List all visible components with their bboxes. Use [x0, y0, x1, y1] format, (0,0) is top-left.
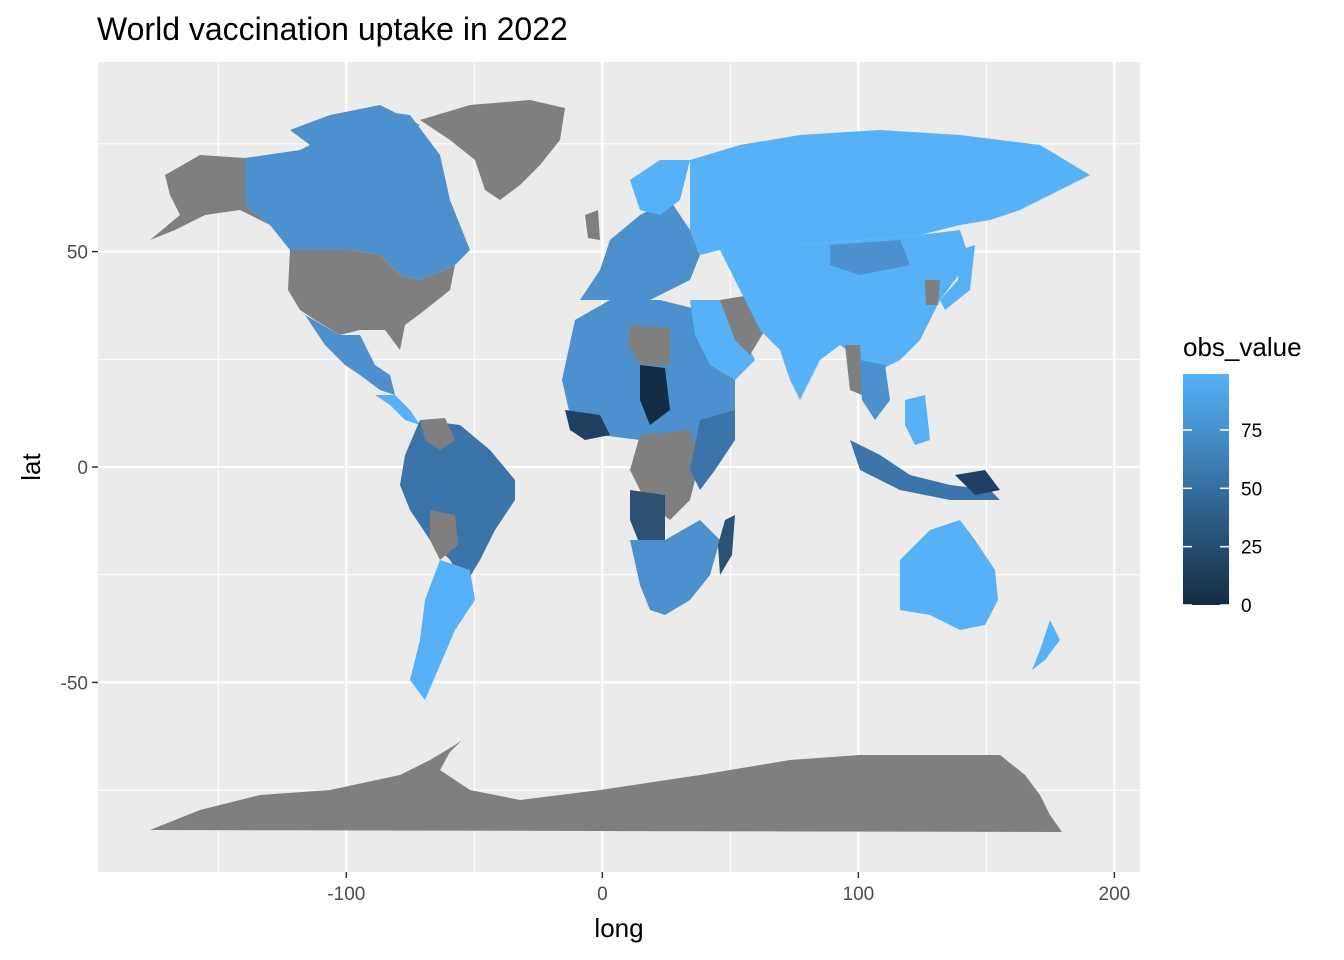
legend-ticks: 0 25 50 75 [1183, 421, 1262, 617]
legend-tick-label: 75 [1241, 421, 1262, 442]
region-sahel-dark [640, 365, 670, 425]
region-alaska [150, 155, 270, 240]
region-australia [900, 520, 998, 630]
x-tick-label: 200 [1099, 884, 1131, 905]
region-uk [585, 210, 600, 240]
region-angola [630, 490, 665, 545]
region-mexico [305, 315, 395, 395]
region-west-africa-dark [565, 410, 610, 440]
region-scandinavia [630, 160, 690, 215]
region-madagascar [718, 515, 735, 575]
region-indonesia [850, 440, 1000, 500]
y-tick-label: -50 [61, 673, 88, 694]
legend-title: obs_value [1183, 332, 1302, 362]
region-east-africa [690, 410, 735, 490]
region-russia [690, 130, 1090, 255]
region-canada [245, 110, 470, 280]
region-canada-islands [290, 105, 420, 145]
region-libya [628, 325, 670, 365]
region-middle-east [690, 300, 755, 380]
region-japan [940, 245, 975, 310]
region-antarctica [150, 740, 1062, 832]
region-central-america [375, 395, 420, 425]
region-argentina-chile [410, 560, 475, 700]
region-bolivia [430, 510, 458, 560]
chart-title: World vaccination uptake in 2022 [97, 11, 568, 47]
y-tick-label: 50 [67, 243, 88, 264]
region-usa [288, 250, 455, 350]
region-southern-africa [630, 520, 720, 615]
x-axis-title: long [594, 913, 643, 943]
y-axis-ticks: -50 0 50 [61, 243, 98, 694]
legend-tick-label: 50 [1241, 479, 1262, 500]
region-europe [580, 200, 700, 300]
region-venezuela [420, 418, 455, 450]
region-mongolia [830, 240, 910, 275]
x-axis-ticks: -100 0 100 200 [327, 872, 1130, 905]
legend-colorbar [1183, 374, 1229, 605]
y-axis-title: lat [16, 452, 46, 480]
legend-tick-label: 0 [1241, 596, 1252, 617]
region-myanmar [845, 345, 862, 395]
region-south-america [400, 420, 515, 585]
region-greenland [420, 100, 565, 200]
region-new-zealand [1032, 620, 1060, 670]
y-tick-label: 0 [77, 458, 88, 479]
legend: obs_value 0 25 50 75 [1183, 332, 1302, 617]
x-tick-label: 100 [843, 884, 875, 905]
region-indochina [860, 360, 890, 420]
region-papua [955, 470, 1000, 495]
x-tick-label: -100 [327, 884, 365, 905]
map-regions [150, 100, 1090, 832]
region-korea [925, 280, 940, 305]
x-tick-label: 0 [597, 884, 608, 905]
region-philippines [905, 395, 930, 445]
region-china-india [720, 230, 970, 400]
legend-tick-label: 25 [1241, 538, 1262, 559]
